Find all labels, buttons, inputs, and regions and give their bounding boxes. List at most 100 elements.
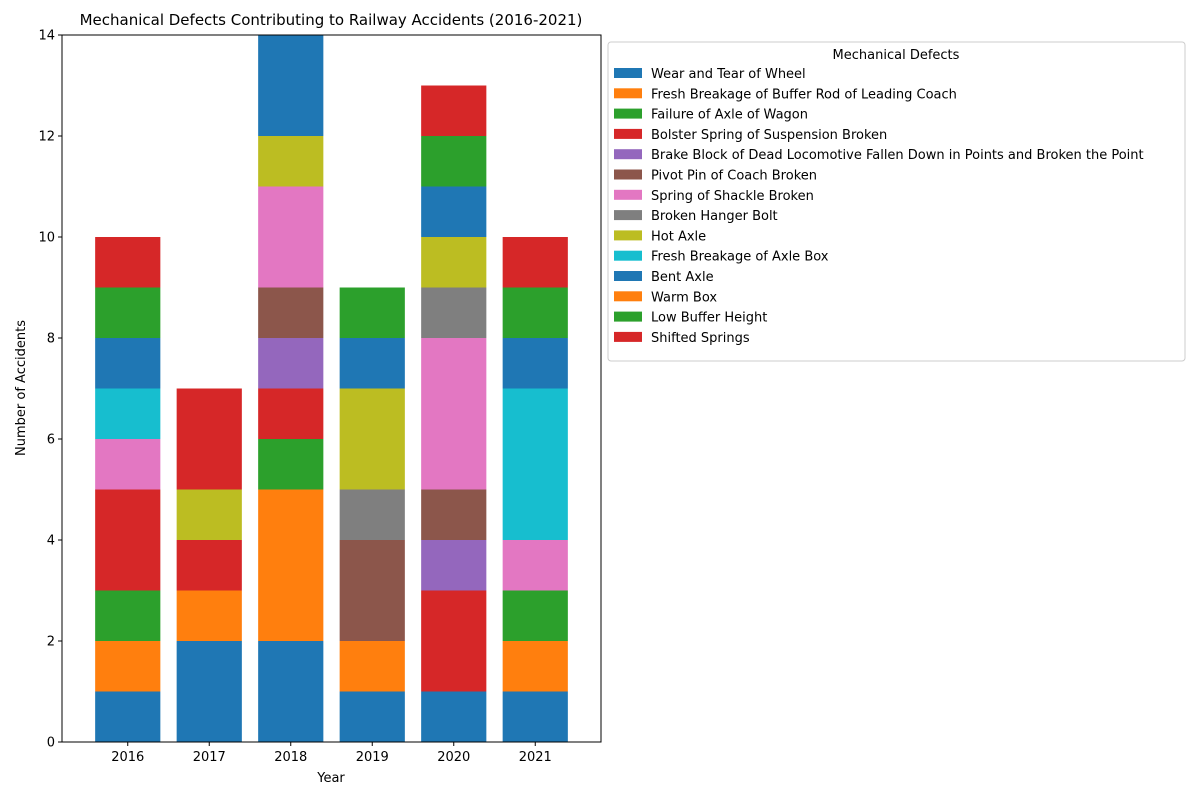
legend-label: Bent Axle: [651, 270, 714, 285]
y-axis-label: Number of Accidents: [14, 320, 29, 456]
bar-segment: [95, 439, 161, 490]
legend-label: Brake Block of Dead Locomotive Fallen Do…: [651, 148, 1144, 163]
legend-swatch: [614, 108, 642, 119]
bar-segment: [421, 338, 487, 490]
legend-swatch: [614, 331, 642, 342]
bar-segment: [421, 540, 487, 591]
bar-segment: [339, 691, 405, 742]
bar-segment: [502, 388, 568, 540]
y-tick-label: 12: [38, 130, 55, 145]
legend-label: Fresh Breakage of Axle Box: [651, 250, 829, 265]
legend-swatch: [614, 149, 642, 160]
y-tick-label: 8: [47, 332, 55, 347]
bar-segment: [176, 590, 242, 641]
legend-label: Wear and Tear of Wheel: [651, 67, 806, 82]
bar-segment: [176, 641, 242, 742]
chart-title: Mechanical Defects Contributing to Railw…: [80, 11, 583, 29]
x-tick-label: 2016: [111, 750, 144, 765]
bar-segment: [502, 237, 568, 288]
bar-segment: [502, 287, 568, 338]
bar-segment: [258, 136, 324, 187]
legend-swatch: [614, 88, 642, 99]
bar-segment: [339, 489, 405, 540]
bar-segment: [502, 540, 568, 591]
bar-segment: [339, 540, 405, 641]
bar-segment: [95, 489, 161, 591]
y-tick-label: 6: [47, 433, 55, 448]
bar-segment: [176, 540, 242, 591]
legend-swatch: [614, 169, 642, 180]
bar-segment: [258, 338, 324, 389]
plot-area: 0 2 4 6 8 10 12 14 2016 2017 2018 2019 2020 2021: [38, 29, 602, 765]
bar-segment: [421, 186, 487, 237]
bar-segment: [421, 691, 487, 742]
x-tick-label: 2018: [274, 750, 307, 765]
legend-label: Broken Hanger Bolt: [651, 209, 778, 224]
x-tick-label: 2020: [437, 750, 470, 765]
legend-frame: [607, 41, 1186, 362]
bar-segment: [502, 590, 568, 641]
bar-segment: [95, 287, 161, 338]
legend-label: Warm Box: [651, 290, 717, 305]
axes-frame: [61, 34, 602, 743]
legend-swatch: [614, 189, 642, 200]
x-tick-label: 2019: [356, 750, 389, 765]
legend-label: Shifted Springs: [651, 331, 750, 346]
bar-segment: [95, 338, 161, 389]
bar-segment: [258, 287, 324, 338]
bar-segment: [502, 691, 568, 742]
bar-segment: [421, 287, 487, 338]
bar-segment: [258, 186, 324, 288]
bar-segment: [95, 388, 161, 439]
legend-label: Low Buffer Height: [651, 311, 767, 326]
legend: Mechanical Defects Wear and Tear of Whee…: [607, 41, 1186, 362]
x-tick-label: 2021: [519, 750, 552, 765]
legend-label: Fresh Breakage of Buffer Rod of Leading …: [651, 87, 957, 102]
bar-segment: [258, 35, 324, 136]
bar-segment: [502, 641, 568, 692]
bar-segment: [258, 439, 324, 490]
legend-label: Spring of Shackle Broken: [651, 189, 814, 204]
bar-segment: [421, 136, 487, 187]
legend-swatch: [614, 250, 642, 261]
y-tick-label: 0: [47, 736, 55, 751]
bar-segment: [95, 641, 161, 692]
bar-segment: [258, 388, 324, 439]
legend-swatch: [614, 68, 642, 78]
legend-label: Pivot Pin of Coach Broken: [651, 169, 817, 184]
x-axis-label: Year: [316, 771, 345, 786]
bar-segment: [95, 590, 161, 641]
legend-swatch: [614, 291, 642, 302]
bar-segment: [421, 489, 487, 540]
bar-segment: [339, 338, 405, 389]
legend-title: Mechanical Defects: [833, 48, 960, 63]
bar-segment: [421, 85, 487, 136]
bar-segment: [176, 489, 242, 540]
legend-label: Failure of Axle of Wagon: [651, 108, 808, 123]
legend-label: Bolster Spring of Suspension Broken: [651, 128, 887, 143]
bar-segment: [339, 287, 405, 338]
legend-swatch: [614, 271, 642, 281]
legend-items: Wear and Tear of Wheel Fresh Breakage of …: [614, 67, 1144, 346]
y-tick-label: 10: [38, 231, 55, 246]
bar-segment: [502, 338, 568, 389]
legend-swatch: [614, 311, 642, 322]
bar-segment: [176, 388, 242, 490]
legend-swatch: [614, 210, 642, 221]
bar-segment: [258, 489, 324, 641]
y-tick-label: 2: [47, 635, 55, 650]
y-tick-label: 4: [47, 534, 55, 549]
legend-swatch: [614, 128, 642, 139]
legend-swatch: [614, 230, 642, 241]
bar-segment: [95, 237, 161, 288]
legend-label: Hot Axle: [651, 229, 706, 244]
bar-segment: [258, 641, 324, 742]
bar-segment: [95, 691, 161, 742]
bar-segment: [421, 590, 487, 692]
bar-segment: [339, 641, 405, 692]
x-tick-label: 2017: [193, 750, 226, 765]
bar-segment: [421, 237, 487, 288]
y-tick-label: 14: [38, 29, 55, 44]
bar-segment: [339, 388, 405, 490]
